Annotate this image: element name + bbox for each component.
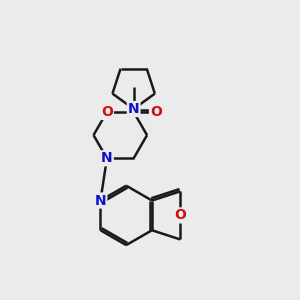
Text: N: N bbox=[101, 151, 113, 165]
Text: N: N bbox=[128, 102, 140, 116]
Text: O: O bbox=[174, 208, 186, 222]
Text: O: O bbox=[150, 105, 162, 119]
Text: O: O bbox=[101, 105, 113, 119]
Text: N: N bbox=[95, 194, 106, 208]
